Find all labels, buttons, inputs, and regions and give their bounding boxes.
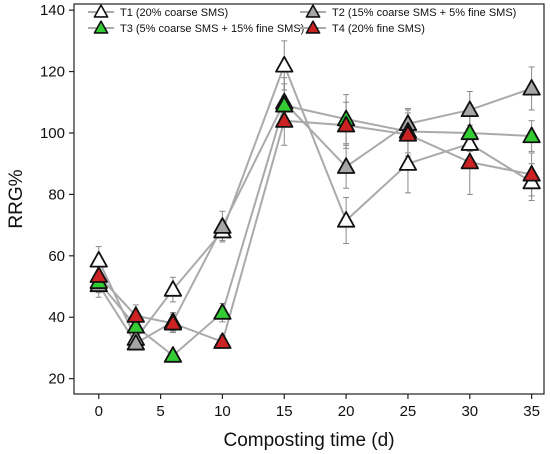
y-tick-label: 120 — [40, 64, 65, 81]
data-point-t2 — [460, 100, 479, 118]
data-point-t1 — [275, 55, 294, 73]
data-point-t1 — [460, 134, 479, 151]
data-point-t4 — [126, 306, 145, 323]
data-point-t4 — [275, 111, 294, 128]
data-point-t4 — [163, 313, 183, 331]
data-point-t3 — [163, 346, 183, 363]
legend-marker — [93, 4, 109, 18]
data-point-t1 — [336, 211, 356, 228]
data-point-t4 — [398, 125, 418, 142]
x-axis-title: Composting time (d) — [223, 430, 394, 451]
data-point-t3 — [126, 316, 145, 334]
data-point-t4 — [522, 164, 541, 182]
data-point-t3 — [213, 303, 232, 320]
legend-marker — [93, 20, 109, 34]
data-point-t4 — [336, 115, 356, 133]
axes-layer: 0 5 10 15 20 25 30 35 20 40 60 80 100 120 140 — [40, 2, 545, 420]
legend-marker — [305, 20, 321, 34]
y-tick-label: 100 — [40, 125, 65, 142]
data-point-t4 — [89, 266, 108, 283]
x-tick-label: 10 — [214, 403, 231, 420]
y-tick-label: 40 — [48, 309, 65, 326]
series-line-t4 — [98, 119, 532, 344]
x-tick-label: 35 — [523, 403, 540, 420]
x-tick-label: 20 — [338, 403, 355, 420]
x-tick-label: 30 — [461, 403, 478, 420]
x-tick-label: 0 — [95, 403, 103, 420]
legend: T1 (20% coarse SMS) T2 (15% coarse SMS + … — [88, 4, 516, 35]
data-point-t2 — [213, 217, 232, 234]
data-point-t1 — [89, 250, 108, 268]
series-layer — [89, 40, 541, 363]
y-tick-label: 60 — [48, 248, 65, 265]
y-axis-title: RRG% — [6, 169, 27, 228]
data-point-t2 — [522, 78, 541, 96]
legend-label: T1 (20% coarse SMS) — [120, 7, 228, 19]
data-point-t2 — [126, 333, 145, 351]
y-tick-label: 140 — [40, 2, 65, 19]
x-tick-label: 5 — [156, 403, 164, 420]
x-tick-label: 15 — [276, 403, 293, 420]
plot-frame — [73, 3, 545, 395]
y-tick-label: 20 — [48, 371, 65, 388]
legend-label: T2 (15% coarse SMS + 5% fine SMS) — [332, 7, 516, 19]
data-point-t3 — [522, 126, 541, 144]
legend-label: T3 (5% coarse SMS + 15% fine SMS) — [120, 23, 304, 35]
data-point-t1 — [163, 280, 183, 297]
series-line-t2 — [97, 87, 532, 345]
data-point-t3 — [460, 123, 479, 141]
y-tick-label: 80 — [48, 186, 65, 203]
legend-marker — [305, 4, 321, 18]
data-point-t4 — [460, 152, 479, 170]
x-tick-label: 25 — [400, 403, 417, 420]
data-point-t2 — [336, 157, 356, 174]
legend-label: T4 (20% fine SMS) — [332, 23, 425, 35]
data-point-t4 — [213, 332, 232, 349]
data-point-t1 — [398, 154, 418, 171]
